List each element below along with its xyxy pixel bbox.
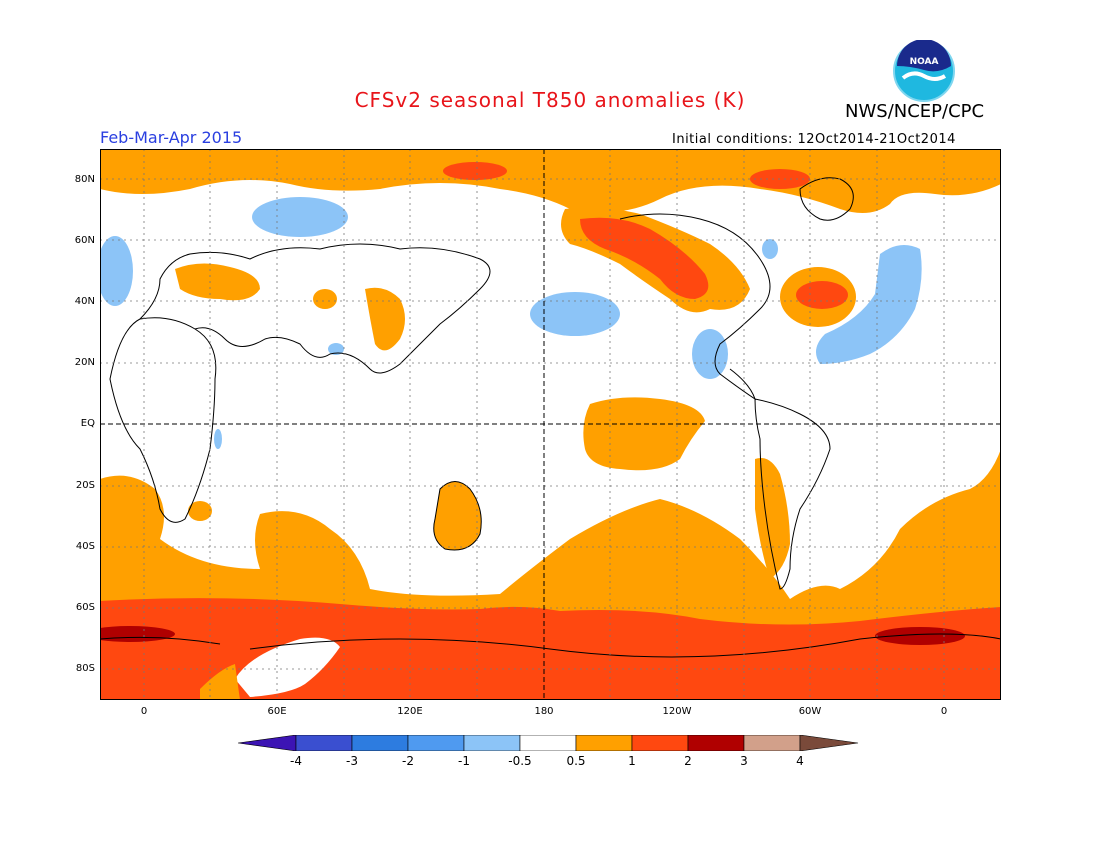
anomaly-region xyxy=(188,501,212,521)
colorbar-segment xyxy=(407,735,465,751)
lon-label: 120W xyxy=(662,706,692,717)
anomaly-region xyxy=(328,343,344,355)
anomaly-region xyxy=(175,263,260,301)
colorbar-label: -4 xyxy=(290,754,302,768)
colorbar-segment xyxy=(295,735,353,751)
agency-label: NWS/NCEP/CPC xyxy=(845,101,985,122)
colorbar-segment xyxy=(351,735,409,751)
forecast-period: Feb-Mar-Apr 2015 xyxy=(100,128,243,147)
lon-label: 180 xyxy=(534,706,554,717)
lat-label: 60S xyxy=(75,602,95,613)
anomaly-region xyxy=(214,429,222,449)
lat-label: 60N xyxy=(74,235,95,246)
anomaly-region xyxy=(796,281,848,309)
colorbar-label: 0.5 xyxy=(566,754,586,768)
anomaly-region xyxy=(313,289,337,309)
colorbar-segment xyxy=(743,735,801,751)
colorbar-segment xyxy=(631,735,689,751)
lat-label: 20N xyxy=(74,357,95,368)
anomaly-region xyxy=(530,292,620,336)
anomaly-region xyxy=(100,236,133,306)
lon-label: 0 xyxy=(140,706,148,717)
lon-label: 0 xyxy=(940,706,948,717)
map-frame xyxy=(100,149,1001,700)
anomaly-region xyxy=(583,397,705,471)
chart-title: CFSv2 seasonal T850 anomalies (K) xyxy=(354,88,746,112)
lon-label: 60W xyxy=(798,706,822,717)
lat-label: 80S xyxy=(75,663,95,674)
lon-label: 120E xyxy=(397,706,423,717)
anomaly-region xyxy=(755,458,790,579)
lon-label: 60E xyxy=(267,706,287,717)
anomaly-region xyxy=(816,245,922,364)
graticule xyxy=(100,149,1001,700)
colorbar-label: -2 xyxy=(402,754,414,768)
colorbar-segment xyxy=(519,735,577,751)
colorbar-label: 3 xyxy=(740,754,748,768)
anomaly-region xyxy=(365,287,405,351)
anomaly-region xyxy=(580,217,709,299)
noaa-logo-icon: NOAA xyxy=(893,40,955,102)
noaa-logo-text: NOAA xyxy=(910,57,939,67)
colorbar-label: 2 xyxy=(684,754,692,768)
initial-conditions: Initial conditions: 12Oct2014-21Oct2014 xyxy=(672,132,956,147)
colorbar-segment xyxy=(687,735,745,751)
colorbar-label: -3 xyxy=(346,754,358,768)
anomaly-region xyxy=(100,149,1001,213)
colorbar-arrow-low xyxy=(238,735,297,751)
colorbar-label: -1 xyxy=(458,754,470,768)
anomaly-map xyxy=(100,149,1001,700)
colorbar-segment xyxy=(463,735,521,751)
lat-label: 40S xyxy=(75,541,95,552)
anomaly-region xyxy=(235,637,340,697)
lat-label: 20S xyxy=(75,480,95,491)
colorbar-label: -0.5 xyxy=(508,754,532,768)
anomaly-region xyxy=(252,197,348,237)
colorbar xyxy=(238,735,859,751)
lat-label: 40N xyxy=(74,296,95,307)
anomaly-region xyxy=(443,162,507,180)
colorbar-label: 1 xyxy=(628,754,636,768)
colorbar-label: 4 xyxy=(796,754,804,768)
anomaly-region xyxy=(875,627,965,645)
anomaly-region xyxy=(433,481,482,550)
lat-label: 80N xyxy=(74,174,95,185)
anomaly-region xyxy=(762,239,778,259)
lat-label: EQ xyxy=(80,418,95,429)
colorbar-arrow-high xyxy=(799,735,859,751)
anomaly-region xyxy=(692,329,728,379)
colorbar-segment xyxy=(575,735,633,751)
